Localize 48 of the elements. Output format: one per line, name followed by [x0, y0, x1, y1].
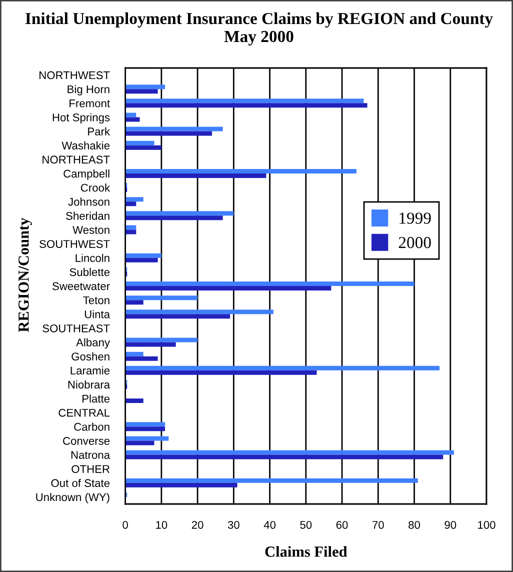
- y-tick-label: Natrona: [71, 451, 110, 459]
- x-tick-label: 30: [228, 520, 240, 529]
- y-tick-label: Crook: [80, 184, 110, 192]
- y-tick-label: Johnson: [68, 198, 110, 206]
- chart-title: Initial Unemployment Insurance Claims by REGION and County: [26, 12, 493, 28]
- y-tick-label: Big Horn: [68, 85, 110, 96]
- y-tick-label: NORTHWEST: [40, 71, 110, 80]
- y-tick-label: Carbon: [74, 422, 110, 431]
- y-tick-label: Fremont: [70, 100, 110, 108]
- y-tick-label: Sublette: [70, 268, 110, 276]
- x-tick-label: 80: [408, 520, 420, 529]
- x-tick-label: 10: [156, 520, 168, 529]
- x-axis-title: Claims Filed: [265, 546, 348, 557]
- y-tick-label: Out of State: [51, 478, 110, 488]
- y-tick-label: Lincoln: [76, 254, 110, 262]
- x-tick-label: 90: [444, 520, 456, 529]
- y-tick-label: Unknown (WY): [36, 492, 110, 504]
- chart-subtitle: May 2000: [224, 30, 294, 46]
- x-tick-label: 40: [264, 520, 276, 529]
- y-tick-label: SOUTHWEST: [40, 240, 110, 248]
- y-tick-label: OTHER: [72, 465, 110, 473]
- y-tick-label: Goshen: [72, 352, 110, 360]
- y-tick-label: Teton: [83, 296, 110, 304]
- y-tick-label: Hot Springs: [52, 113, 110, 124]
- y-tick-label: Park: [88, 127, 110, 136]
- x-tick-label: 60: [336, 520, 348, 529]
- legend-label: 1999: [400, 212, 431, 224]
- y-tick-label: Campbell: [64, 169, 110, 180]
- y-tick-label: NORTHEAST: [42, 156, 110, 164]
- y-tick-label: Albany: [76, 338, 110, 349]
- y-tick-label: Platte: [82, 394, 110, 403]
- y-tick-label: Weston: [72, 226, 110, 234]
- y-axis-title: REGION/County: [18, 218, 32, 332]
- y-tick-label: Laramie: [70, 366, 110, 375]
- y-tick-label: Niobrara: [68, 380, 110, 389]
- y-tick-label: Washakie: [62, 141, 110, 150]
- y-tick-label: Sweetwater: [52, 282, 110, 290]
- y-tick-label: Converse: [63, 436, 110, 445]
- x-tick-label: 50: [300, 520, 312, 529]
- y-tick-label: CENTRAL: [58, 408, 110, 417]
- x-tick-label: 0: [122, 520, 128, 529]
- x-tick-label: 70: [372, 520, 384, 529]
- y-tick-label: Sheridan: [66, 212, 110, 220]
- x-tick-label: 100: [478, 520, 496, 529]
- x-tick-label: 20: [192, 520, 204, 529]
- y-tick-label: Uinta: [84, 310, 110, 318]
- legend-label: 2000: [398, 236, 431, 248]
- y-tick-label: SOUTHEAST: [42, 324, 110, 332]
